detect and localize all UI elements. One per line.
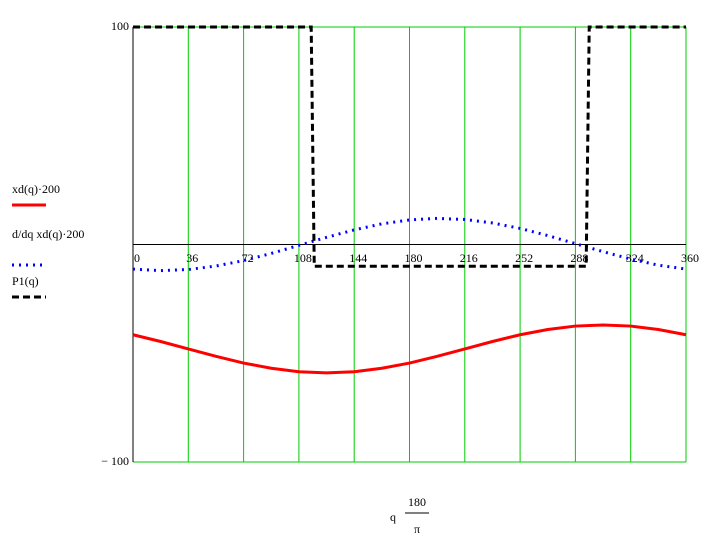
series-line	[133, 25, 686, 268]
x-label-numerator: 180	[408, 495, 426, 509]
legend-label: P1(q)	[12, 274, 39, 288]
legend-label: d/dq xd(q)·200	[12, 227, 84, 241]
x-tick-label: 288	[570, 251, 588, 265]
x-tick-label: 252	[515, 251, 533, 265]
x-tick-label: 180	[405, 251, 423, 265]
x-label-prefix: q	[390, 510, 396, 524]
x-tick-label: 324	[626, 251, 644, 265]
series-line	[132, 323, 687, 375]
y-tick-label: 100	[111, 19, 129, 33]
series-line	[132, 216, 687, 273]
legend-label: xd(q)·200	[12, 182, 60, 196]
x-tick-label: 360	[681, 251, 699, 265]
x-label-denominator: π	[414, 522, 420, 536]
x-tick-label: 108	[294, 251, 312, 265]
x-tick-label: 144	[349, 251, 367, 265]
y-tick-label: − 100	[101, 454, 129, 468]
x-tick-label: 36	[186, 251, 198, 265]
x-tick-label: 0	[134, 251, 140, 265]
x-tick-label: 216	[460, 251, 478, 265]
